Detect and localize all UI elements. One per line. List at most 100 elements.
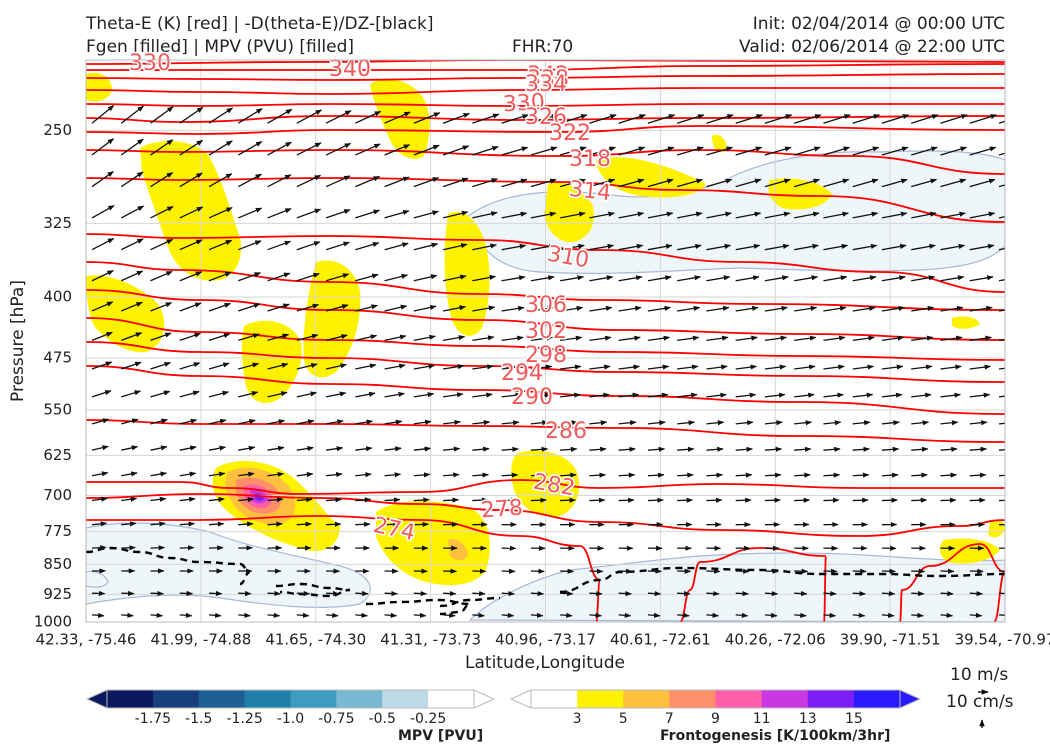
wind-vector xyxy=(501,305,525,312)
wind-vector xyxy=(326,612,339,618)
wind-vector xyxy=(150,418,168,425)
wind-vector xyxy=(881,178,908,188)
wind-vector xyxy=(560,275,585,282)
wind-vector xyxy=(179,418,198,425)
wind-vector xyxy=(560,472,577,478)
wind-vector xyxy=(179,390,200,398)
wind-vector xyxy=(91,471,109,477)
wind-vector xyxy=(150,471,167,477)
wind-vector xyxy=(647,590,662,597)
wind-vector xyxy=(618,146,646,156)
wind-vector xyxy=(501,211,528,219)
wind-vector xyxy=(823,497,840,503)
wind-vector xyxy=(911,446,929,452)
y-axis-label: Pressure [hPa] xyxy=(8,280,28,402)
wind-vector xyxy=(823,211,849,219)
wind-vector xyxy=(179,206,204,219)
wind-vector xyxy=(296,303,320,312)
wind-vector xyxy=(442,210,469,219)
wind-vector xyxy=(969,497,986,503)
wind-vector xyxy=(852,305,876,312)
wind-vector xyxy=(676,178,704,188)
wind-vector xyxy=(530,275,555,282)
y-tick-label: 400 xyxy=(43,288,72,306)
wind-vector xyxy=(121,545,136,551)
wind-vector xyxy=(677,305,701,312)
wind-vector xyxy=(179,362,201,370)
wind-vector xyxy=(735,364,758,370)
wind-vector xyxy=(764,243,790,251)
wind-vector xyxy=(560,612,573,618)
wind-vector xyxy=(150,361,172,370)
fgen-patch xyxy=(303,260,361,378)
wind-vector xyxy=(647,178,674,188)
wind-vector xyxy=(969,243,995,251)
wind-vector xyxy=(940,497,957,503)
wind-vector xyxy=(267,141,292,156)
wind-vector xyxy=(355,497,372,503)
wind-vector xyxy=(238,445,256,451)
wind-vector xyxy=(150,332,172,342)
wind-vector xyxy=(881,446,900,452)
theta-e-contour xyxy=(86,493,1005,537)
wind-vector xyxy=(91,170,114,188)
wind-vector xyxy=(677,275,702,282)
fgen-patch xyxy=(444,211,490,336)
mpv-region-small xyxy=(86,570,109,588)
wind-vector xyxy=(852,612,866,618)
wind-vector xyxy=(501,275,526,282)
wind-vector xyxy=(911,305,935,312)
wind-vector xyxy=(852,446,870,452)
wind-vector xyxy=(413,274,438,282)
theta-e-label: 338 xyxy=(527,67,569,92)
wind-vector xyxy=(823,472,841,478)
wind-vector xyxy=(121,521,137,527)
wind-vector xyxy=(706,243,732,251)
wind-vector xyxy=(794,243,819,251)
wind-vector xyxy=(355,419,374,425)
wind-vector xyxy=(384,334,407,342)
wind-vector xyxy=(413,334,436,342)
theta-e-label-group: 278 xyxy=(479,494,526,525)
wind-vector xyxy=(677,612,690,618)
mpv-colorbar-label: MPV [PVU] xyxy=(398,728,484,744)
wind-vector xyxy=(940,446,958,452)
wind-vector xyxy=(559,178,586,188)
wind-vector xyxy=(764,590,779,597)
wind-vector xyxy=(530,211,557,219)
wind-vector xyxy=(179,239,203,251)
wind-vector xyxy=(911,497,928,503)
wind-vector xyxy=(208,206,233,219)
wind-vector xyxy=(735,392,757,398)
wind-vector xyxy=(647,243,673,251)
theta-e-label-group: 286 xyxy=(544,418,589,446)
wind-vector xyxy=(852,211,879,219)
y-tick-label: 925 xyxy=(43,585,72,603)
ref-vertical-label: 10 cm/s xyxy=(946,692,1014,712)
wind-vector xyxy=(384,209,410,219)
wind-vector xyxy=(969,305,993,312)
wind-vector xyxy=(647,335,671,342)
y-tick-label: 850 xyxy=(43,555,72,573)
theta-e-label-group: 330 xyxy=(128,50,173,78)
wind-vector xyxy=(881,364,904,370)
wind-vector xyxy=(355,175,381,188)
wind-vector xyxy=(208,173,233,188)
wind-vector xyxy=(121,361,142,370)
wind-vector xyxy=(443,497,460,503)
wind-vector xyxy=(267,590,281,597)
wind-vector xyxy=(208,445,227,451)
wind-vector xyxy=(179,302,202,312)
wind-vector xyxy=(735,211,762,219)
wind-vector xyxy=(998,338,1005,342)
wind-vector xyxy=(647,497,664,503)
wind-vector xyxy=(296,612,310,618)
wind-vector xyxy=(794,472,811,478)
wind-vector xyxy=(911,146,938,156)
wind-vector xyxy=(150,270,173,282)
theta-e-contour xyxy=(86,73,1005,81)
wind-vector xyxy=(355,334,378,342)
wind-vector xyxy=(794,335,817,342)
theta-e-label-group: 318 xyxy=(568,146,613,174)
wind-vector xyxy=(647,392,669,398)
